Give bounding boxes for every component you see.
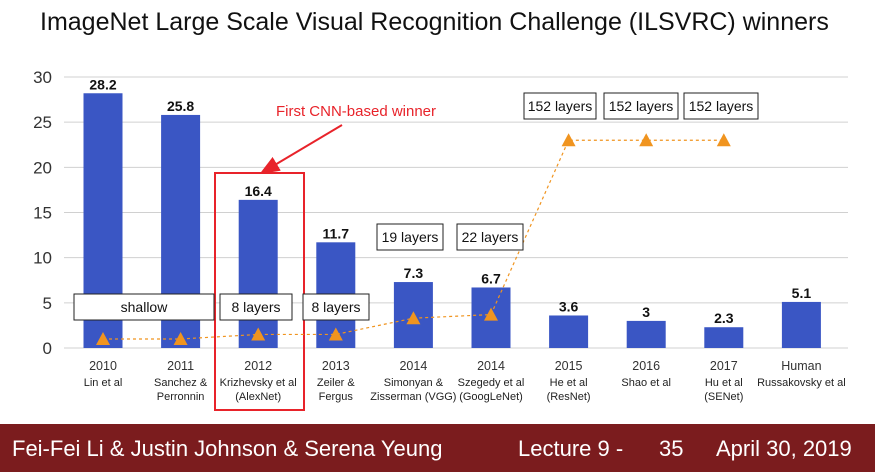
layer-box-label: shallow (121, 299, 169, 315)
depth-marker (328, 327, 343, 341)
bar-value-label: 28.2 (89, 76, 116, 92)
y-tick-label: 15 (33, 204, 52, 223)
bar-value-label: 3 (642, 304, 650, 320)
y-tick-label: 30 (33, 68, 52, 87)
x-tick-label: 2017 (710, 359, 738, 373)
x-tick-sublabel: (ResNet) (547, 391, 591, 403)
layer-box (376, 223, 444, 251)
layer-box-label: 8 layers (231, 299, 280, 315)
x-tick-sublabel: (AlexNet) (235, 391, 281, 403)
depth-series (96, 133, 731, 345)
y-tick-label: 10 (33, 249, 52, 268)
x-tick-label: 2014 (477, 359, 505, 373)
bar-value-label: 16.4 (245, 183, 272, 199)
x-tick-label: Human (781, 359, 821, 373)
depth-marker (484, 307, 498, 321)
layer-box (523, 92, 597, 120)
highlight-arrow (259, 124, 343, 175)
layer-box (73, 293, 215, 321)
chart-title: ImageNet Large Scale Visual Recognition … (40, 8, 829, 36)
bar-value-label: 5.1 (792, 285, 812, 301)
bar (704, 327, 744, 348)
layer-box-label: 152 layers (528, 98, 593, 114)
bar (626, 320, 666, 348)
layer-box-label: 19 layers (382, 229, 439, 245)
highlight-label: First CNN-based winner (276, 103, 436, 120)
x-tick-label: 2010 (89, 359, 117, 373)
bar-chart: 0 5 10 15 20 25 30 28.2 25.8 16.4 11.7 7.3 6.7 3.6 3 2… (33, 68, 848, 411)
footer: Fei-Fei Li & Justin Johnson & Serena Yeu… (0, 424, 875, 472)
bar-value-label: 2.3 (714, 310, 734, 326)
bar-value-label: 7.3 (404, 265, 424, 281)
y-axis: 0 5 10 15 20 25 30 (33, 68, 52, 358)
bar-value-label: 6.7 (481, 270, 501, 286)
depth-marker (96, 331, 110, 345)
layer-box (302, 293, 370, 321)
bar (549, 315, 589, 348)
x-tick-label: 2011 (167, 359, 194, 373)
highlight-annotation: First CNN-based winner (214, 103, 436, 411)
layer-boxes: shallow 8 layers 8 layers 19 layers 22 layer… (73, 92, 759, 321)
x-axis: 2010 Lin et al 2011 Sanchez & Perronnin 2012 K… (84, 359, 846, 403)
bar-value-label: 3.6 (559, 298, 579, 314)
x-tick-sublabel: (SENet) (704, 391, 743, 403)
x-tick-sublabel: Krizhevsky et al (220, 377, 297, 389)
layer-box-label: 22 layers (462, 229, 519, 245)
layer-box-label: 152 layers (689, 98, 754, 114)
x-tick-sublabel: Russakovsky et al (757, 377, 846, 389)
x-tick-sublabel: Zisserman (VGG) (370, 391, 456, 403)
y-tick-label: 25 (33, 113, 52, 132)
layer-box-label: 8 layers (311, 299, 360, 315)
bar-value-label: 25.8 (167, 98, 194, 114)
footer-authors: Fei-Fei Li & Justin Johnson & Serena Yeu… (12, 436, 443, 461)
bar (238, 199, 278, 348)
x-tick-sublabel: Zeiler & (317, 377, 356, 389)
x-tick-sublabel: Fergus (319, 391, 354, 403)
depth-marker (251, 327, 266, 341)
layer-box (603, 92, 679, 120)
highlight-box (214, 172, 305, 411)
y-tick-label: 0 (43, 339, 52, 358)
y-tick-label: 20 (33, 158, 52, 177)
layer-box (683, 92, 759, 120)
x-tick-label: 2012 (244, 359, 272, 373)
x-tick-label: 2016 (632, 359, 660, 373)
x-tick-sublabel: Lin et al (84, 377, 123, 389)
x-tick-sublabel: He et al (550, 377, 588, 389)
x-tick-label: 2014 (399, 359, 427, 373)
footer-date: April 30, 2019 (716, 436, 852, 461)
depth-marker (639, 133, 654, 147)
bar-value-label: 11.7 (323, 225, 350, 241)
depth-marker (561, 133, 576, 147)
layer-box-label: 152 layers (609, 98, 674, 114)
x-tick-sublabel: Simonyan & (384, 377, 444, 389)
x-tick-sublabel: Szegedy et al (458, 377, 525, 389)
x-tick-sublabel: Shao et al (621, 377, 671, 389)
x-tick-sublabel: Perronnin (157, 391, 205, 403)
depth-marker (716, 133, 731, 147)
y-tick-label: 5 (43, 294, 52, 313)
x-tick-label: 2013 (322, 359, 350, 373)
footer-page-number: 35 (659, 436, 684, 461)
depth-marker (406, 311, 421, 325)
x-tick-sublabel: Hu et al (705, 377, 743, 389)
footer-lecture: Lecture 9 - (518, 436, 624, 461)
layer-box (219, 293, 293, 321)
layer-box (456, 223, 524, 251)
x-tick-sublabel: (GoogLeNet) (459, 391, 523, 403)
x-tick-sublabel: Sanchez & (154, 377, 208, 389)
bar (781, 301, 821, 348)
x-tick-label: 2015 (555, 359, 583, 373)
depth-marker (173, 331, 188, 345)
